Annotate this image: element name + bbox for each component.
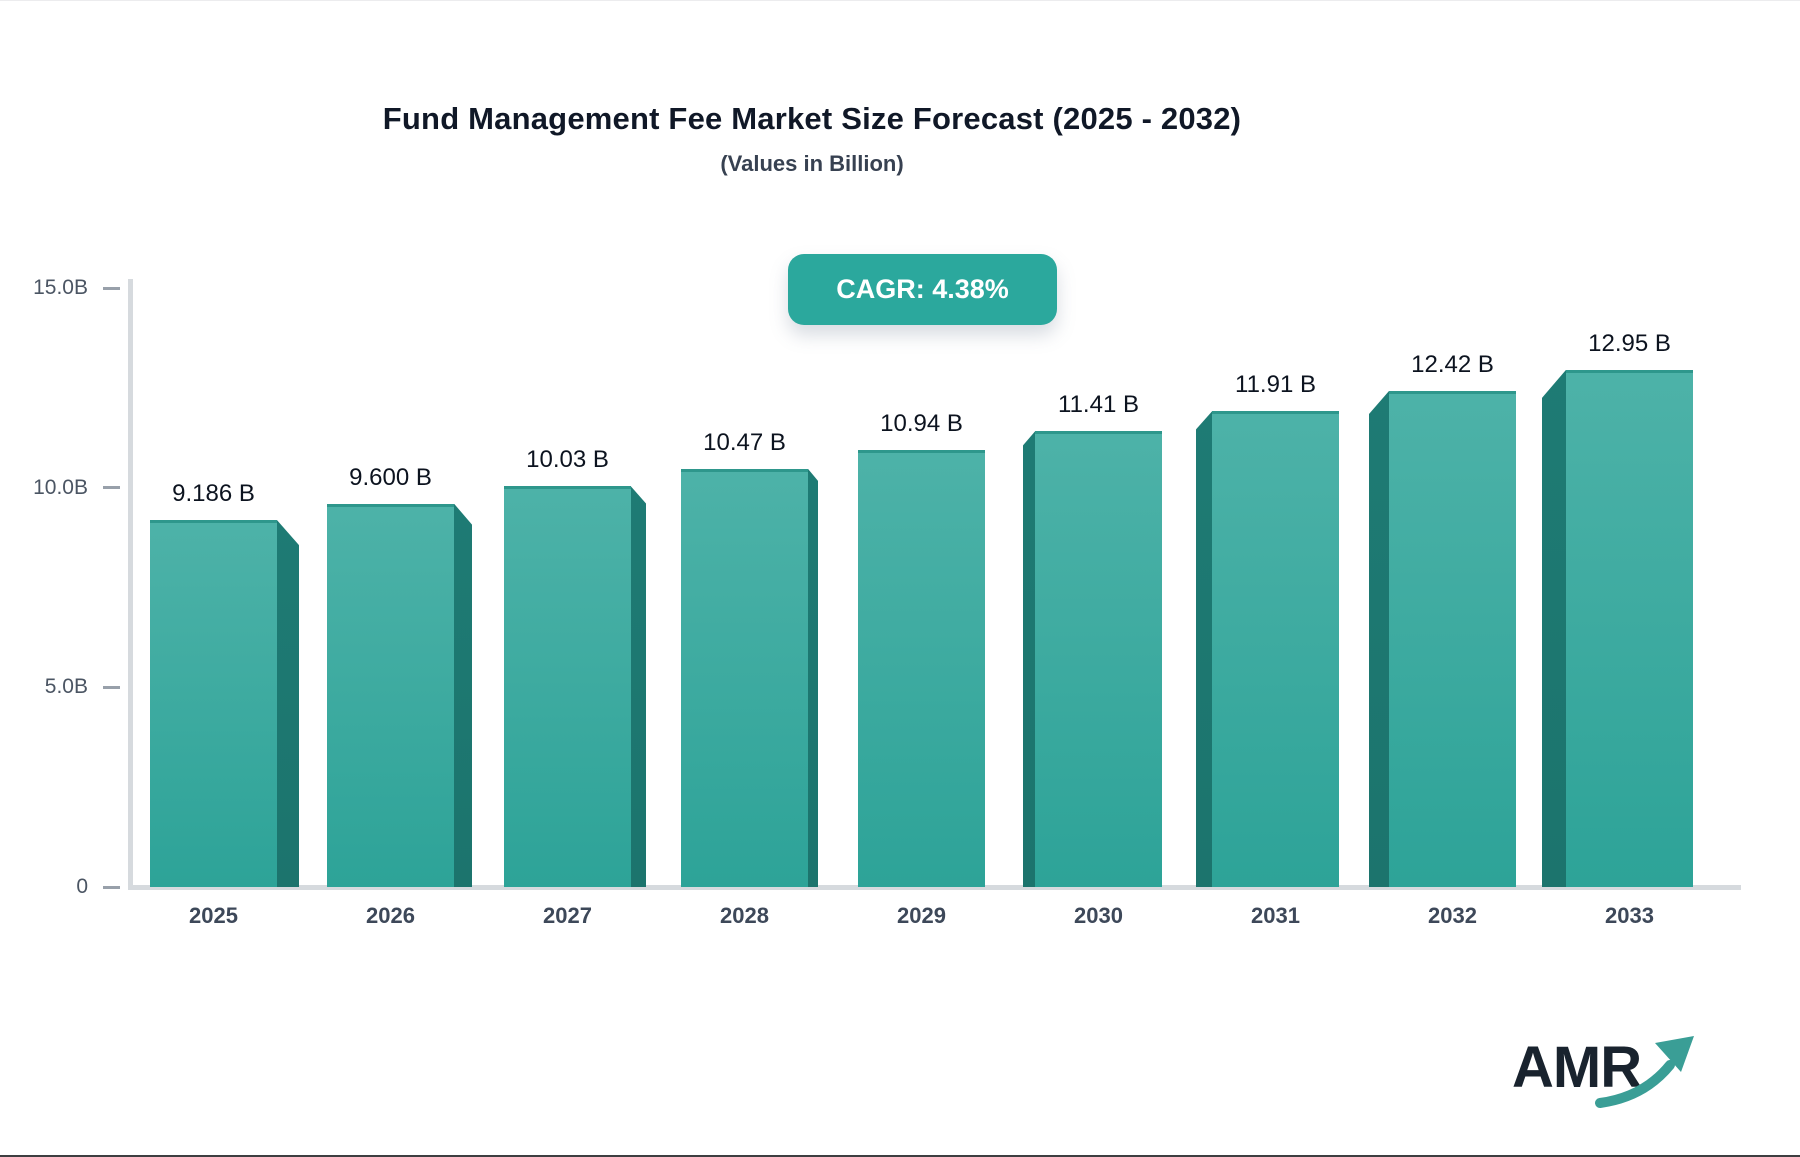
- bar-2028: [681, 468, 808, 887]
- bar-2030: [1035, 431, 1162, 887]
- bar-value-label-2031: 11.91 B: [1235, 371, 1316, 399]
- bar-side-2030: [1023, 431, 1035, 887]
- cagr-badge: CAGR: 4.38%: [788, 254, 1057, 325]
- y-axis-tick-15.0B: [103, 286, 120, 290]
- bar-2026: [327, 503, 454, 887]
- bar-2025: [150, 520, 277, 887]
- y-axis-label-15.0B: 15.0B: [33, 276, 88, 299]
- bar-2029: [858, 450, 985, 887]
- y-axis-label-5.0B: 5.0B: [44, 675, 88, 699]
- y-axis-tick-10.0B: [103, 486, 120, 490]
- amr-logo-arrow-swoosh: [1595, 1060, 1675, 1108]
- chart-title: Fund Management Fee Market Size Forecast…: [382, 101, 1242, 136]
- amr-logo-arrow-head: [1655, 1036, 1694, 1072]
- y-axis-label-0: 0: [76, 875, 88, 898]
- bar-2031: [1212, 411, 1339, 887]
- x-axis-label-2032: 2032: [1428, 903, 1477, 928]
- bar-side-2027: [631, 486, 646, 887]
- x-axis-label-2025: 2025: [189, 903, 238, 928]
- x-axis-label-2028: 2028: [720, 903, 769, 928]
- x-axis-label-2030: 2030: [1074, 903, 1123, 928]
- y-axis-label-10.0B: 10.0B: [33, 475, 88, 499]
- x-axis-label-2033: 2033: [1605, 903, 1654, 928]
- y-axis-tick-0: [103, 885, 120, 889]
- x-axis-line: [128, 885, 1741, 890]
- bar-value-label-2030: 11.41 B: [1058, 391, 1139, 419]
- y-axis-line: [128, 279, 133, 887]
- bar-value-label-2028: 10.47 B: [703, 428, 786, 456]
- bar-side-2032: [1369, 391, 1389, 887]
- x-axis-label-2031: 2031: [1251, 903, 1300, 928]
- bar-value-label-2033: 12.95 B: [1588, 329, 1671, 357]
- bar-side-2033: [1542, 369, 1566, 887]
- bar-value-label-2025: 9.186 B: [172, 480, 255, 508]
- bar-value-label-2026: 9.600 B: [349, 463, 432, 491]
- bar-side-2025: [277, 520, 299, 887]
- bar-side-2028: [808, 468, 818, 887]
- amr-logo-text: AMR: [1512, 1035, 1641, 1100]
- bar-2027: [504, 486, 631, 887]
- bar-value-label-2029: 10.94 B: [880, 410, 963, 438]
- x-axis-label-2026: 2026: [366, 903, 415, 928]
- y-axis-tick-5.0B: [103, 685, 120, 689]
- x-axis-label-2027: 2027: [543, 903, 592, 928]
- amr-logo: AMR: [1512, 1035, 1694, 1108]
- bar-2032: [1389, 391, 1516, 887]
- chart-subtitle: (Values in Billion): [720, 151, 904, 176]
- bar-2033: [1566, 369, 1693, 887]
- bar-value-label-2032: 12.42 B: [1411, 351, 1494, 379]
- bar-side-2031: [1196, 411, 1212, 887]
- x-axis-label-2029: 2029: [897, 903, 946, 928]
- bar-side-2026: [454, 503, 472, 887]
- bar-value-label-2027: 10.03 B: [526, 446, 609, 474]
